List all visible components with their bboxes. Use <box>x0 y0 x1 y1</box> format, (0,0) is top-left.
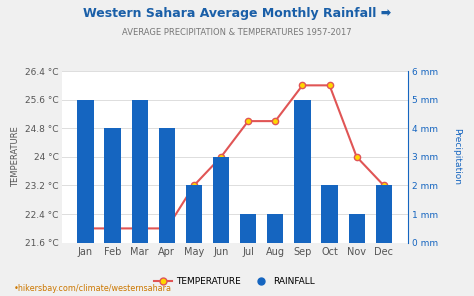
Y-axis label: TEMPERATURE: TEMPERATURE <box>10 126 19 187</box>
Bar <box>213 157 229 243</box>
Bar <box>159 128 175 243</box>
Text: •hikersbay.com/climate/westernsahara: •hikersbay.com/climate/westernsahara <box>14 284 172 293</box>
Y-axis label: Precipitation: Precipitation <box>452 128 461 185</box>
Bar <box>321 186 337 243</box>
Bar <box>104 128 121 243</box>
Text: Western Sahara Average Monthly Rainfall ➡: Western Sahara Average Monthly Rainfall … <box>83 7 391 20</box>
Bar <box>240 214 256 243</box>
Bar <box>132 100 148 243</box>
Bar <box>375 186 392 243</box>
Text: AVERAGE PRECIPITATION & TEMPERATURES 1957-2017: AVERAGE PRECIPITATION & TEMPERATURES 195… <box>122 28 352 37</box>
Bar <box>348 214 365 243</box>
Bar <box>267 214 283 243</box>
Bar <box>294 100 310 243</box>
Legend: TEMPERATURE, RAINFALL: TEMPERATURE, RAINFALL <box>151 274 319 290</box>
Bar <box>186 186 202 243</box>
Bar <box>77 100 94 243</box>
